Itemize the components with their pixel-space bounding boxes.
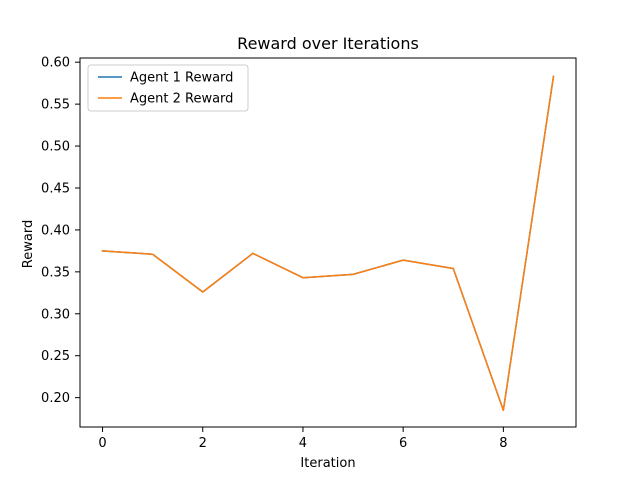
y-tick-label-0-35: 0.35 [41,265,70,280]
x-tick-label-4: 4 [299,436,307,451]
y-tick-label-0-6: 0.60 [41,56,70,71]
legend-label-1: Agent 1 Reward [130,71,233,86]
chart-title: Reward over Iterations [237,34,419,53]
series-group [101,75,555,411]
plot-frame [79,57,577,428]
axes-group: 0 2 4 6 8 0.20 0.25 0.30 0.35 0.40 0.45 0.50 0.55 0.6… [41,56,577,451]
plot-area [80,58,576,427]
x-tick-label-0: 0 [98,436,106,451]
y-tick-label-0-5: 0.50 [41,140,70,155]
y-tick-label-0-45: 0.45 [41,181,70,196]
y-tick-label-0-4: 0.40 [41,223,70,238]
legend-label-2: Agent 2 Reward [130,92,233,107]
legend-box [87,64,249,112]
series-line-2 [101,75,555,411]
x-axis-label: Iteration [300,456,355,471]
y-axis-label: Reward [21,220,36,268]
y-tick-label-0-25: 0.25 [41,349,70,364]
x-tick-label-2: 2 [199,436,207,451]
x-tick-label-6: 6 [399,436,407,451]
y-tick-label-0-2: 0.20 [41,391,70,406]
x-tick-label-8: 8 [499,436,507,451]
legend: Agent 1 Reward Agent 2 Reward [87,64,249,112]
y-tick-label-0-3: 0.30 [41,307,70,322]
y-tick-label-0-55: 0.55 [41,98,70,113]
plot-background [80,58,576,427]
